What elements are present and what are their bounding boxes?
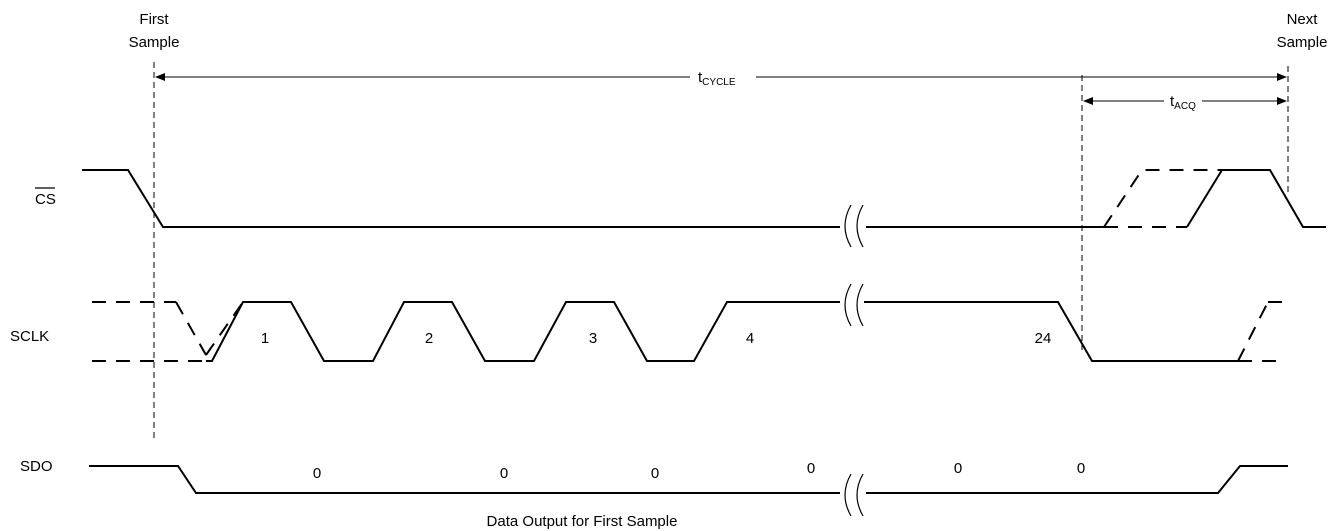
sclk-signal-label: SCLK bbox=[10, 328, 49, 345]
sdo-waveform-left bbox=[89, 465, 840, 494]
data-bit-3: 0 bbox=[651, 465, 659, 482]
next-sample-label-line1: Next bbox=[1287, 11, 1319, 28]
next-sample-label-line2: Sample bbox=[1277, 34, 1328, 51]
break-symbol-cs bbox=[842, 204, 864, 248]
data-bit-2: 0 bbox=[500, 465, 508, 482]
clock-label-4: 4 bbox=[746, 330, 754, 347]
first-sample-label-line2: Sample bbox=[129, 34, 180, 51]
cs-signal-label: CS bbox=[35, 191, 56, 208]
break-symbol-sclk bbox=[842, 283, 864, 327]
data-bit-5: 0 bbox=[954, 460, 962, 477]
sdo-waveform-right bbox=[866, 465, 1288, 494]
clock-label-3: 3 bbox=[589, 330, 597, 347]
data-bit-4: 0 bbox=[807, 460, 815, 477]
clock-label-24: 24 bbox=[1035, 330, 1052, 347]
sclk-dashed-rise-end bbox=[1237, 301, 1269, 362]
sdo-caption: Data Output for First Sample bbox=[487, 513, 678, 530]
cs-waveform-late-rise bbox=[1186, 169, 1326, 228]
sclk-dashed-fall bbox=[175, 301, 207, 356]
sclk-waveform-left bbox=[206, 301, 840, 362]
break-symbol-sdo bbox=[842, 473, 864, 517]
cs-waveform-left bbox=[82, 169, 840, 228]
sdo-signal-label: SDO bbox=[20, 458, 53, 475]
clock-label-1: 1 bbox=[261, 330, 269, 347]
data-bit-6: 0 bbox=[1077, 460, 1085, 477]
clock-label-2: 2 bbox=[425, 330, 433, 347]
first-sample-label-line1: First bbox=[139, 11, 169, 28]
t-cycle-label: tCYCLE bbox=[698, 69, 736, 88]
cs-dashed-early-rise bbox=[1103, 169, 1222, 228]
sclk-dashed-rise bbox=[205, 301, 244, 356]
t-acq-label: tACQ bbox=[1170, 93, 1196, 112]
sclk-waveform-right bbox=[864, 301, 1238, 362]
data-bit-1: 0 bbox=[313, 465, 321, 482]
